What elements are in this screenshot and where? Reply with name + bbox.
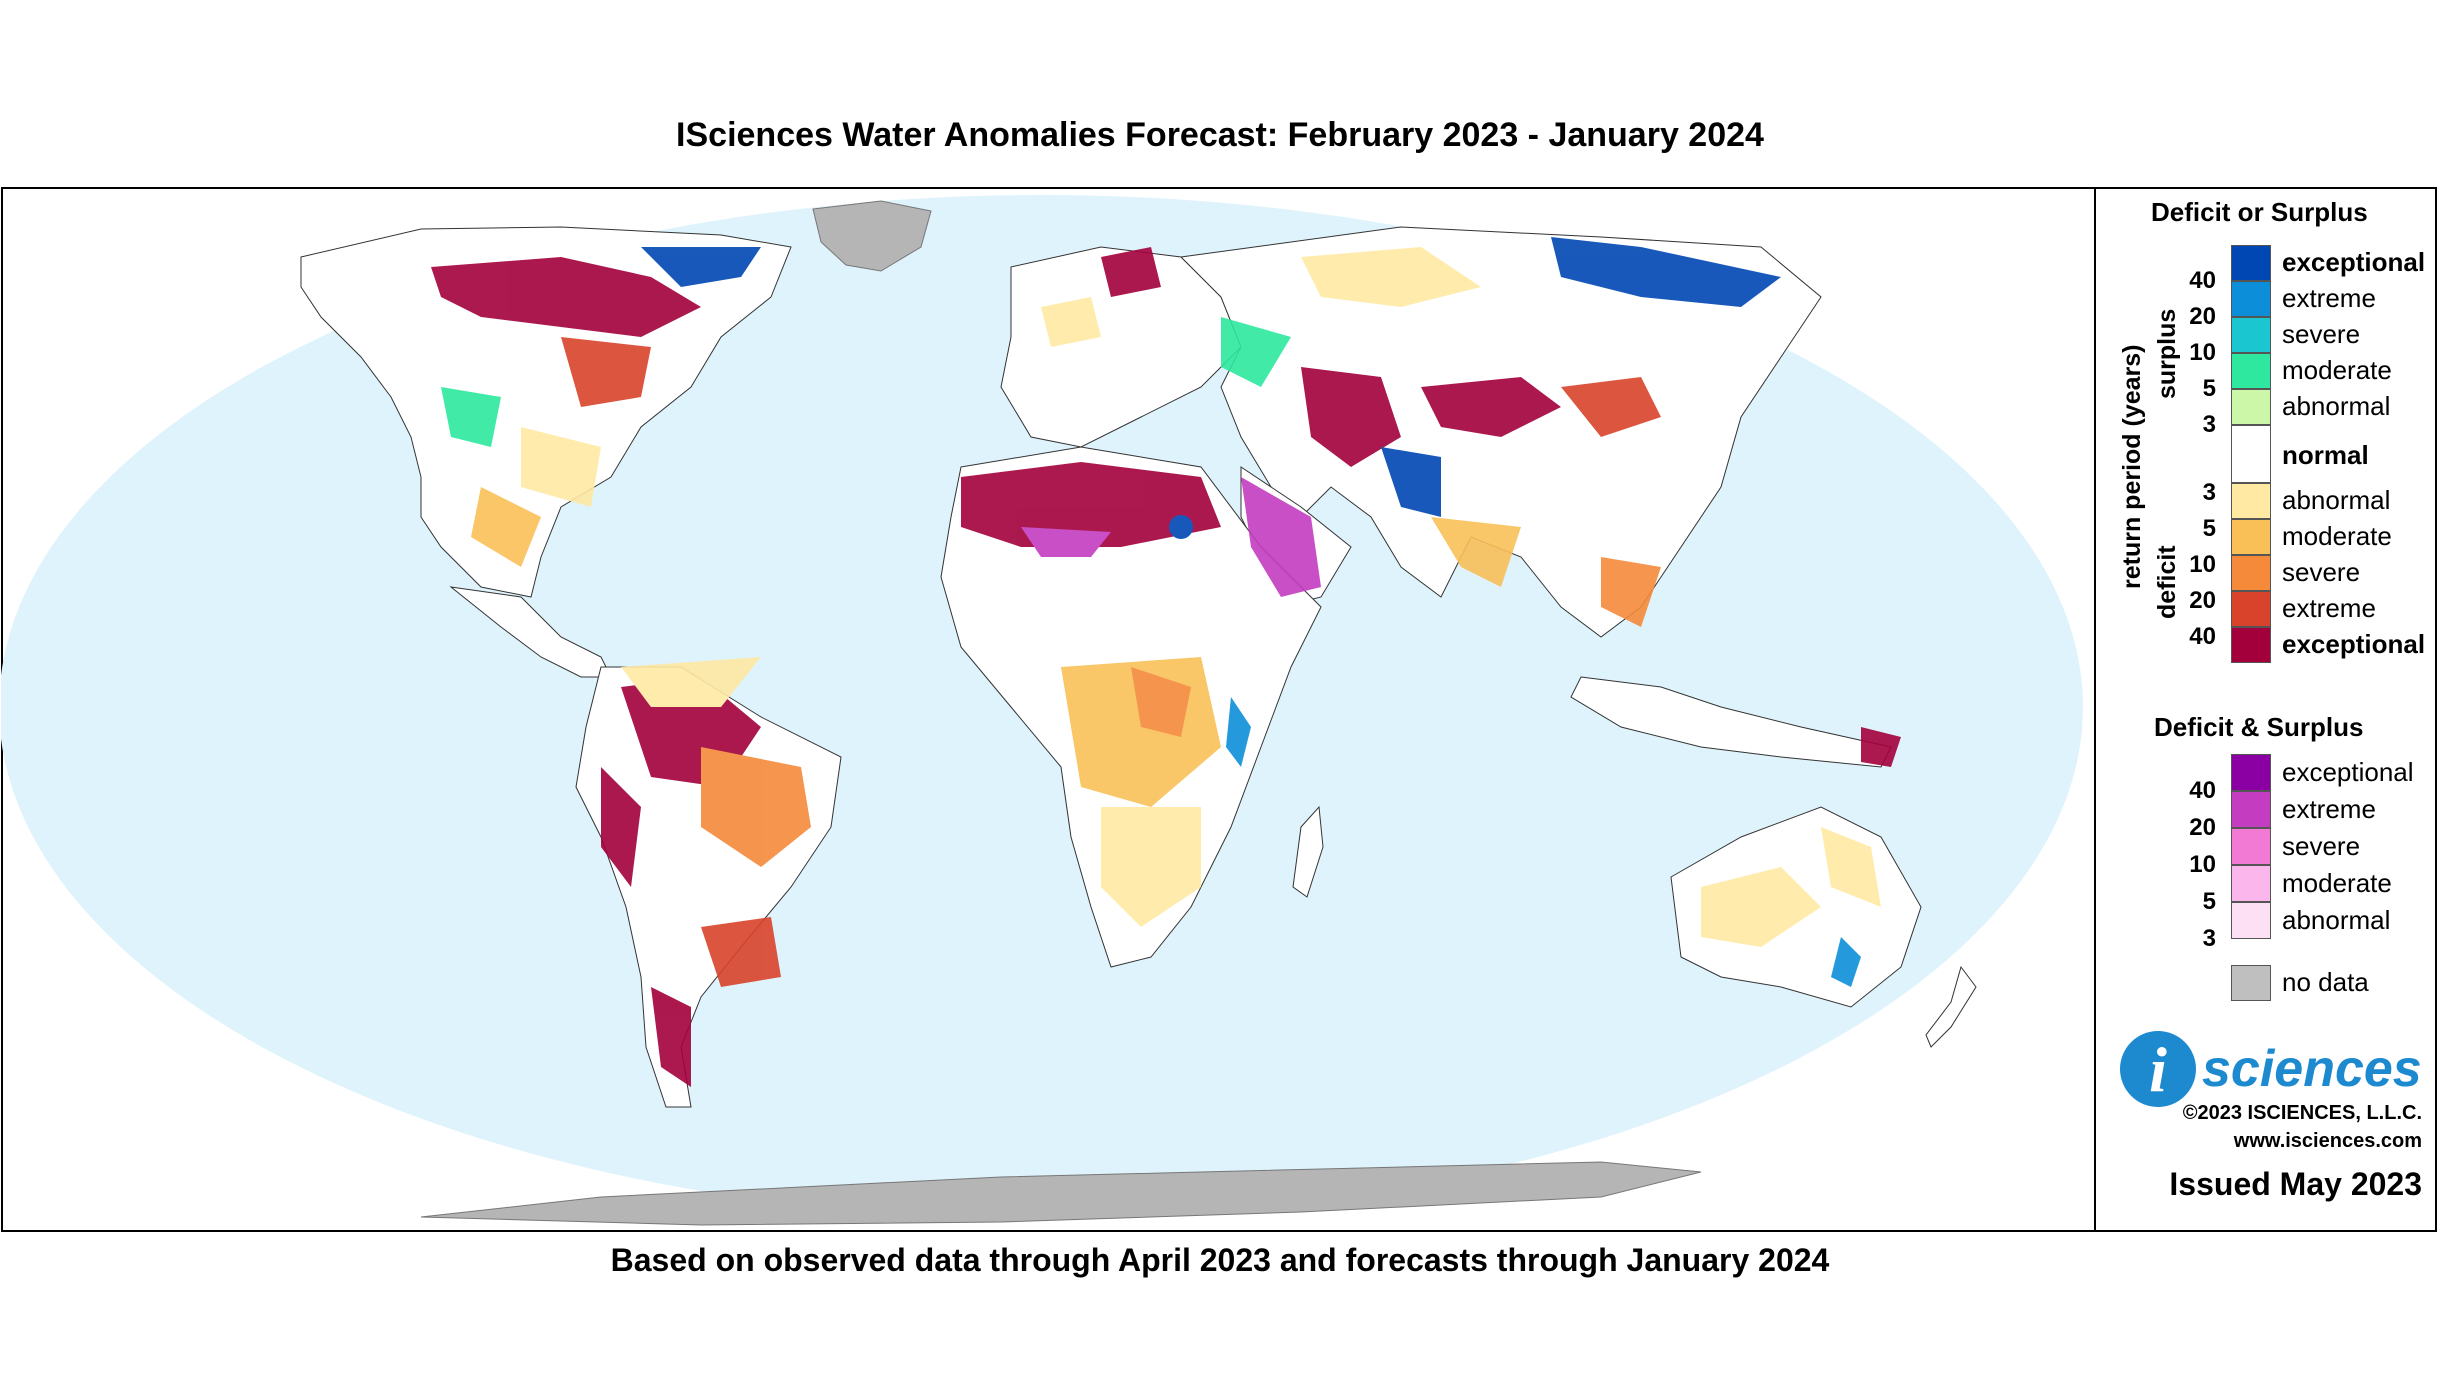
tick-both-3: 3	[2202, 925, 2216, 952]
indonesia	[1570, 676, 1892, 768]
tick-deficit-20: 20	[2189, 587, 2216, 614]
label-surplus-abnormal: abnormal	[2282, 391, 2391, 421]
label-deficit-abnormal: abnormal	[2282, 485, 2391, 515]
map-canvas	[1, 195, 2083, 1226]
swatch-deficit-exceptional	[2231, 627, 2271, 663]
swatch-both-moderate	[2231, 865, 2271, 902]
madagascar	[1292, 805, 1324, 898]
label-normal: normal	[2282, 440, 2369, 470]
logo-letter: i	[2149, 1034, 2167, 1105]
swatch-surplus-moderate	[2231, 353, 2271, 389]
europe	[1000, 246, 1242, 448]
label-both-abnormal: abnormal	[2282, 905, 2391, 935]
tick-both-20: 20	[2189, 814, 2216, 841]
swatch-both-severe	[2231, 828, 2271, 865]
tick-surplus-10: 10	[2189, 339, 2216, 366]
swatch-deficit-moderate	[2231, 519, 2271, 555]
label-both-extreme: extreme	[2282, 794, 2376, 824]
swatch-both-abnormal	[2231, 902, 2271, 939]
tick-both-5: 5	[2202, 888, 2216, 915]
swatch-surplus-abnormal	[2231, 389, 2271, 425]
map-title: ISciences Water Anomalies Forecast: Febr…	[676, 116, 1764, 154]
tick-both-40: 40	[2189, 777, 2216, 804]
swatch-normal	[2231, 425, 2271, 483]
antarctica	[420, 1161, 1702, 1226]
new-zealand	[1925, 965, 1977, 1048]
tick-deficit-5: 5	[2202, 515, 2216, 542]
label-both-severe: severe	[2282, 831, 2361, 861]
logo-circle	[2120, 1031, 2196, 1107]
tick-deficit-3: 3	[2202, 479, 2216, 506]
label-surplus-severe: severe	[2282, 319, 2361, 349]
swatch-surplus-extreme	[2231, 281, 2271, 317]
anomaly-patches	[431, 237, 1901, 1087]
swatch-deficit-abnormal	[2231, 483, 2271, 519]
label-deficit-moderate: moderate	[2282, 521, 2392, 551]
tick-both-10: 10	[2189, 851, 2216, 878]
label-deficit-extreme: extreme	[2282, 593, 2376, 623]
tick-surplus-40: 40	[2189, 267, 2216, 294]
label-no-data: no data	[2282, 967, 2369, 997]
isciences-logo: i sciences	[2120, 1031, 2422, 1107]
logo-text: sciences	[2202, 1040, 2422, 1098]
swatch-both-exceptional	[2231, 754, 2271, 791]
label-deficit-severe: severe	[2282, 557, 2361, 587]
greenland	[812, 200, 932, 272]
swatch-no-data	[2231, 965, 2271, 1001]
legend-divider	[2094, 187, 2096, 1232]
tick-deficit-40: 40	[2189, 623, 2216, 650]
label-both-exceptional: exceptional	[2282, 757, 2414, 787]
copyright-text: ©2023 ISCIENCES, L.L.C.	[2182, 1102, 2422, 1124]
tick-surplus-20: 20	[2189, 303, 2216, 330]
tick-deficit-10: 10	[2189, 551, 2216, 578]
label-both-moderate: moderate	[2282, 868, 2392, 898]
swatch-surplus-exceptional	[2231, 245, 2271, 281]
swatch-surplus-severe	[2231, 317, 2271, 353]
legend-heading-deficit-and-surplus: Deficit & Surplus	[2154, 712, 2364, 742]
website-text: www.isciences.com	[2233, 1130, 2422, 1152]
swatch-both-extreme	[2231, 791, 2271, 828]
world-map	[1, 187, 2095, 1232]
label-surplus-moderate: moderate	[2282, 355, 2392, 385]
tick-surplus-3: 3	[2202, 411, 2216, 438]
legend-panel: Deficit or Surplus return period (years)…	[2096, 189, 2436, 1230]
label-deficit-exceptional: exceptional	[2282, 629, 2426, 659]
map-subtitle: Based on observed data through April 202…	[610, 1242, 1830, 1278]
legend-heading-deficit-or-surplus: Deficit or Surplus	[2151, 197, 2368, 227]
tick-surplus-5: 5	[2202, 375, 2216, 402]
issued-date: Issued May 2023	[2169, 1166, 2422, 1202]
label-surplus-extreme: extreme	[2282, 283, 2376, 313]
return-period-axis-label: return period (years)	[2118, 344, 2146, 589]
swatch-deficit-severe	[2231, 555, 2271, 591]
label-surplus-exceptional: exceptional	[2282, 247, 2426, 277]
swatch-deficit-extreme	[2231, 591, 2271, 627]
